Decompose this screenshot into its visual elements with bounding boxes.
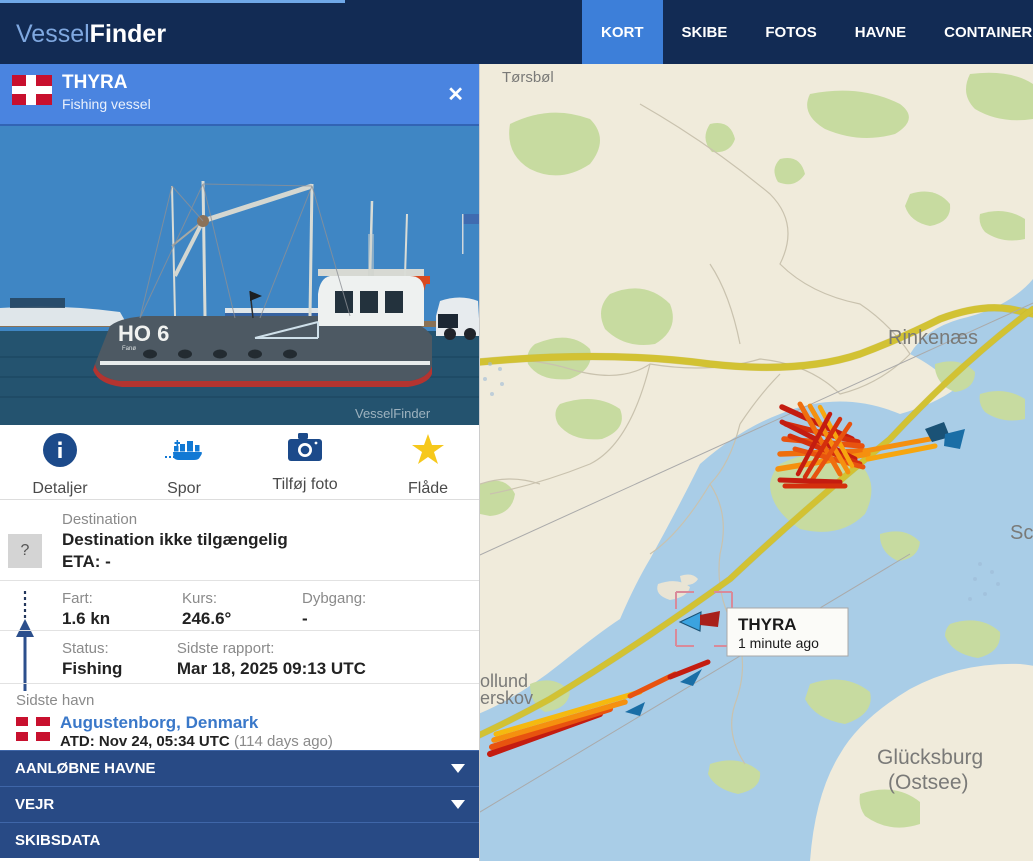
svg-text:1 minute ago: 1 minute ago: [738, 635, 819, 651]
svg-text:erskov: erskov: [480, 688, 533, 708]
svg-text:Fanø: Fanø: [122, 346, 136, 352]
svg-text:HO 6: HO 6: [118, 321, 169, 346]
svg-text:Rinkenæs: Rinkenæs: [888, 327, 978, 349]
svg-text:Tørsbøl: Tørsbøl: [502, 69, 554, 86]
svg-text:Schaus: Schaus: [1010, 522, 1033, 544]
svg-text:VesselFinder: VesselFinder: [355, 406, 431, 421]
svg-text:Glücksburg: Glücksburg: [877, 746, 983, 769]
svg-text:THYRA: THYRA: [738, 615, 797, 634]
svg-text:(Ostsee): (Ostsee): [888, 771, 969, 794]
